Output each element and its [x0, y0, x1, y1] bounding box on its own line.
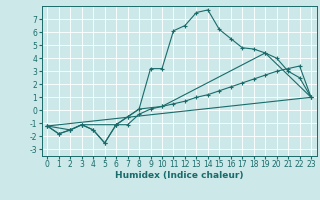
X-axis label: Humidex (Indice chaleur): Humidex (Indice chaleur) — [115, 171, 244, 180]
